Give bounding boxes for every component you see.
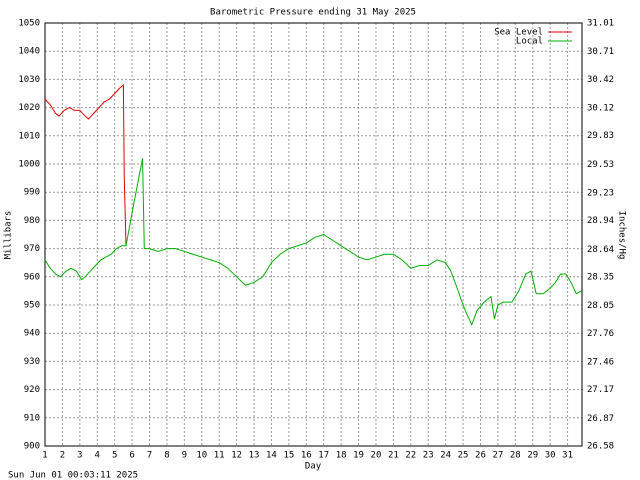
x-tick-label: 6	[129, 451, 134, 461]
x-tick-label: 16	[301, 451, 312, 461]
y-tick-label: 1030	[18, 75, 40, 85]
x-tick-label: 24	[440, 451, 451, 461]
y2-tick-label: 30.42	[587, 75, 614, 85]
x-tick-label: 29	[527, 451, 538, 461]
y-tick-label: 920	[24, 385, 40, 395]
y-tick-label: 930	[24, 357, 40, 367]
x-tick-label: 28	[510, 451, 521, 461]
y-tick-label: 1000	[18, 160, 40, 170]
y-tick-label: 900	[24, 442, 40, 452]
plot-frame	[44, 22, 583, 447]
x-tick-label: 12	[231, 451, 242, 461]
x-tick-label: 13	[249, 451, 260, 461]
y2-tick-label: 28.64	[587, 245, 614, 255]
x-tick-label: 17	[318, 451, 329, 461]
y-tick-label: 910	[24, 413, 40, 423]
x-tick-label: 4	[95, 451, 100, 461]
x-tick-label: 25	[458, 451, 469, 461]
x-tick-label: 26	[475, 451, 486, 461]
series-line	[44, 83, 127, 246]
y2-tick-label: 30.12	[587, 103, 614, 113]
x-tick-label: 21	[388, 451, 399, 461]
x-tick-label: 8	[164, 451, 169, 461]
y2-tick-label: 28.94	[587, 216, 614, 226]
y-tick-label: 1040	[18, 47, 40, 57]
x-tick-label: 11	[214, 451, 225, 461]
x-tick-label: 9	[182, 451, 187, 461]
y-tick-label: 980	[24, 216, 40, 226]
y-tick-label: 1050	[18, 19, 40, 29]
x-tick-label: 19	[353, 451, 364, 461]
y2-tick-label: 27.76	[587, 329, 614, 339]
x-tick-label: 3	[77, 451, 82, 461]
x-tick-label: 30	[545, 451, 556, 461]
y-tick-label: 970	[24, 244, 40, 254]
x-tick-label: 2	[60, 451, 65, 461]
x-tick-label: 18	[336, 451, 347, 461]
x-tick-label: 1	[42, 451, 47, 461]
x-tick-label: 7	[147, 451, 152, 461]
x-tick-label: 23	[423, 451, 434, 461]
y2-tick-label: 29.83	[587, 131, 614, 141]
y-axis-label: Millibars	[4, 211, 14, 260]
y2-tick-label: 28.05	[587, 301, 614, 311]
y2-tick-label: 29.53	[587, 160, 614, 170]
y2-tick-label: 29.23	[587, 188, 614, 198]
y-tick-label: 990	[24, 188, 40, 198]
x-tick-label: 14	[266, 451, 277, 461]
legend-label: Local	[516, 37, 543, 47]
x-tick-label: 27	[492, 451, 503, 461]
x-tick-label: 5	[112, 451, 117, 461]
x-tick-label: 15	[283, 451, 294, 461]
series-line	[44, 158, 582, 327]
legend-label: Sea Level	[494, 28, 543, 38]
y2-tick-label: 27.46	[587, 357, 614, 367]
y-tick-label: 940	[24, 329, 40, 339]
x-axis-label: Day	[305, 462, 322, 472]
x-tick-label: 31	[562, 451, 573, 461]
y-tick-label: 1010	[18, 131, 40, 141]
x-tick-label: 22	[405, 451, 416, 461]
y2-axis-label: Inches/Hg	[617, 211, 627, 260]
y2-tick-label: 26.58	[587, 442, 614, 452]
chart-title: Barometric Pressure ending 31 May 2025	[210, 8, 416, 18]
y2-tick-label: 30.71	[587, 47, 614, 57]
y-tick-label: 960	[24, 272, 40, 282]
y2-tick-label: 26.87	[587, 414, 614, 424]
x-tick-label: 20	[371, 451, 382, 461]
y-tick-label: 950	[24, 301, 40, 311]
y-tick-label: 1020	[18, 103, 40, 113]
y2-tick-label: 31.01	[587, 19, 614, 29]
y2-tick-label: 27.17	[587, 385, 614, 395]
x-tick-label: 10	[196, 451, 207, 461]
footer: Sun Jun 01 00:03:11 2025	[8, 471, 138, 480]
y2-tick-label: 28.35	[587, 272, 614, 282]
